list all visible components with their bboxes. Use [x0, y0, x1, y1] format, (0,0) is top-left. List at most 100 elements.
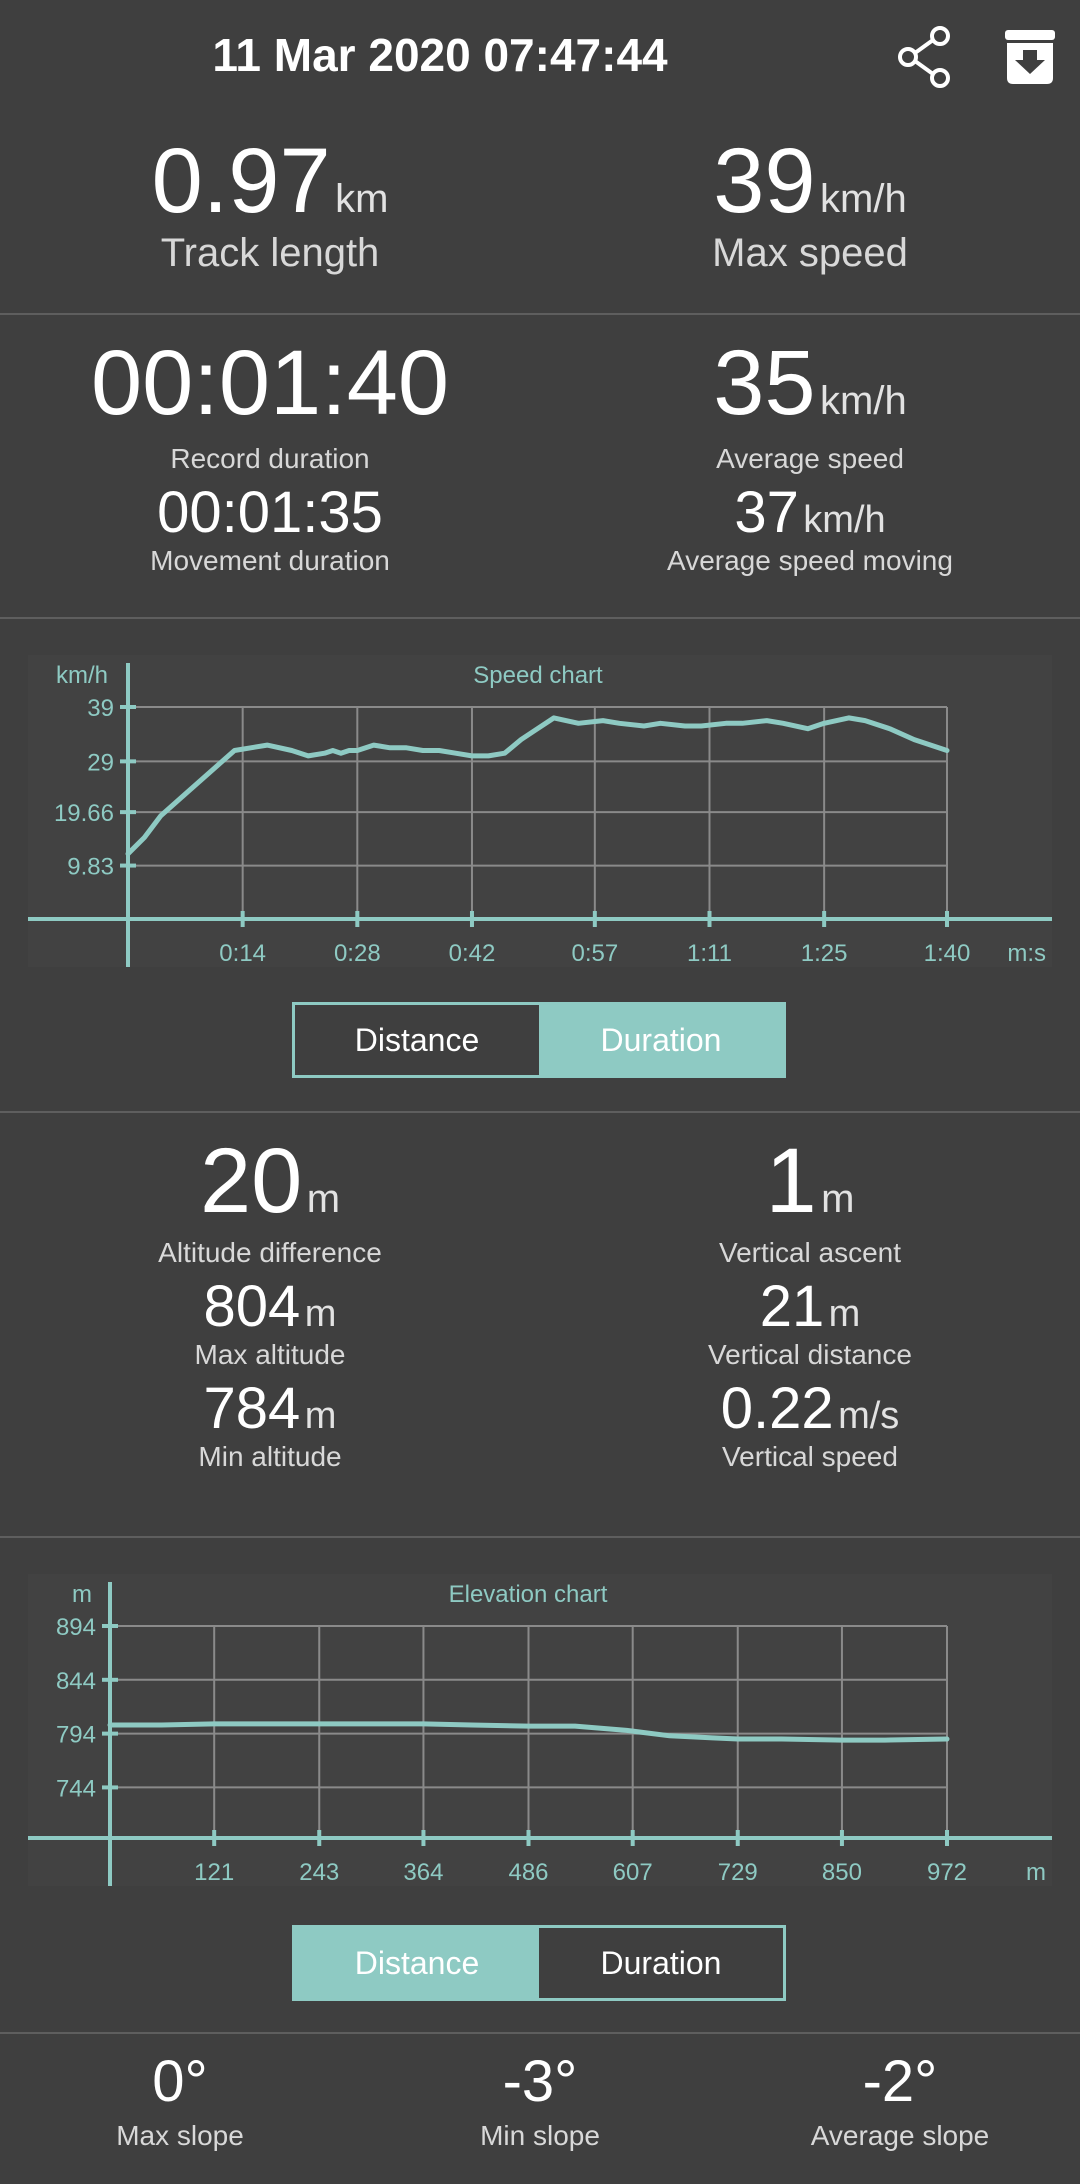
max-altitude-label: Max altitude: [194, 1339, 346, 1370]
elevation-chart-svg: 894 844 794 744 121 243 364 486 607 729 850 972 m m El…: [28, 1581, 1052, 1886]
divider: [0, 617, 1080, 619]
max-speed-stat: 39 km/h Max speed: [540, 131, 1080, 276]
share-icon[interactable]: [893, 22, 963, 92]
summary-section: 0.97 km Track length 39 km/h Max speed: [0, 115, 1080, 313]
record-duration-stat: 00:01:40 Record duration 00:01:35 Moveme…: [0, 333, 540, 577]
track-length-label: Track length: [160, 231, 380, 275]
series-line: [125, 715, 950, 857]
series-line: [107, 1721, 950, 1743]
elevation-toggle-duration-button[interactable]: Duration: [600, 1944, 722, 1981]
average-speed-value: 35: [713, 332, 816, 434]
divider: [0, 1536, 1080, 1538]
average-speed-stat: 35 km/h Average speed 37 km/h Average sp…: [540, 333, 1080, 577]
vertical-ascent-stat: 1 m Vertical ascent 21 m Vertical distan…: [540, 1131, 1080, 1473]
min-slope-label: Min slope: [480, 2120, 600, 2151]
min-altitude-value: 784: [203, 1376, 301, 1441]
track-datetime-title: 11 Mar 2020 07:47:44: [212, 29, 668, 81]
speed-toggle-distance-button[interactable]: Distance: [354, 1021, 480, 1058]
x-tick-label: 0:57: [571, 940, 618, 967]
vertical-speed-value: 0.22: [720, 1376, 834, 1441]
speed-chart-toggle: Distance Duration: [292, 1002, 786, 1078]
slope-section: 0° Max slope -3° Min slope -2° Average s…: [0, 2034, 1080, 2184]
y-tick-label: 39: [87, 695, 114, 722]
chart-title: Elevation chart: [449, 1581, 608, 1608]
x-tick-label: 850: [822, 1859, 862, 1886]
average-speed-moving-unit: km/h: [803, 499, 886, 541]
x-tick-label: 486: [508, 1859, 548, 1886]
vertical-speed-label: Vertical speed: [722, 1441, 898, 1472]
y-tick-label: 894: [56, 1614, 96, 1641]
vertical-distance-label: Vertical distance: [708, 1339, 912, 1370]
record-duration-label: Record duration: [170, 443, 370, 474]
y-tick-label: 744: [56, 1775, 96, 1802]
x-tick-label: 607: [613, 1859, 653, 1886]
average-speed-moving-label: Average speed moving: [667, 545, 953, 576]
header: 11 Mar 2020 07:47:44: [0, 0, 1080, 115]
average-speed-unit: km/h: [820, 379, 907, 423]
elevation-chart: 894 844 794 744 121 243 364 486 607 729 850 972 m m El…: [28, 1574, 1052, 1886]
altitude-section: 20 m Altitude difference 804 m Max altit…: [0, 1113, 1080, 1536]
x-tick-label: 243: [299, 1859, 339, 1886]
max-slope-stat: 0° Max slope: [0, 2050, 360, 2152]
speed-chart-section: 39 29 19.66 9.83 0:14 0:28 0:42 0:57 1:11 1:25 1:4…: [0, 619, 1080, 1111]
vertical-ascent-unit: m: [821, 1177, 855, 1221]
vertical-ascent-label: Vertical ascent: [718, 1237, 902, 1268]
divider: [0, 313, 1080, 315]
elevation-chart-section: 894 844 794 744 121 243 364 486 607 729 850 972 m m El…: [0, 1538, 1080, 2032]
y-tick-label: 29: [87, 749, 114, 776]
y-axis-unit-label: m: [72, 1581, 92, 1608]
timing-section: 00:01:40 Record duration 00:01:35 Moveme…: [0, 315, 1080, 617]
vertical-distance-unit: m: [828, 1293, 861, 1335]
max-speed-unit: km/h: [820, 177, 907, 221]
movement-duration-label: Movement duration: [150, 545, 390, 576]
track-length-value: 0.97: [151, 130, 331, 232]
speed-chart: 39 29 19.66 9.83 0:14 0:28 0:42 0:57 1:11 1:25 1:4…: [28, 655, 1052, 967]
max-speed-label: Max speed: [712, 231, 908, 275]
average-slope-stat: -2° Average slope: [720, 2050, 1080, 2152]
record-duration-value: 00:01:40: [90, 332, 450, 434]
x-tick-label: 1:25: [801, 940, 848, 967]
max-speed-value: 39: [713, 130, 816, 232]
y-tick-label: 19.66: [54, 800, 114, 827]
x-tick-label: 0:42: [449, 940, 496, 967]
speed-chart-svg: 39 29 19.66 9.83 0:14 0:28 0:42 0:57 1:11 1:25 1:4…: [28, 662, 1052, 967]
chart-title: Speed chart: [473, 662, 603, 689]
max-altitude-value: 804: [203, 1274, 301, 1339]
x-tick-label: 972: [927, 1859, 967, 1886]
max-slope-label: Max slope: [116, 2120, 244, 2151]
divider: [0, 2032, 1080, 2034]
y-tick-label: 844: [56, 1668, 96, 1695]
x-tick-label: 364: [403, 1859, 443, 1886]
x-tick-label: 729: [718, 1859, 758, 1886]
x-tick-label: 1:40: [924, 940, 971, 967]
x-tick-label: 0:28: [334, 940, 381, 967]
max-slope-value: 0°: [152, 2049, 208, 2114]
altitude-difference-stat: 20 m Altitude difference 804 m Max altit…: [0, 1131, 540, 1473]
archive-download-icon[interactable]: [995, 22, 1065, 92]
average-speed-label: Average speed: [716, 443, 904, 474]
altitude-difference-value: 20: [199, 1130, 303, 1232]
average-slope-label: Average slope: [810, 2120, 990, 2151]
divider: [0, 1111, 1080, 1113]
min-altitude-label: Min altitude: [198, 1441, 342, 1472]
y-tick-label: 9.83: [67, 854, 114, 881]
x-tick-label: 1:11: [687, 940, 732, 967]
track-length-stat: 0.97 km Track length: [0, 131, 540, 276]
altitude-difference-label: Altitude difference: [158, 1237, 382, 1268]
vertical-distance-value: 21: [759, 1274, 825, 1339]
min-slope-value: -3°: [502, 2049, 578, 2114]
elevation-chart-toggle: Distance Duration: [292, 1925, 786, 2001]
track-length-unit: km: [335, 177, 389, 221]
min-altitude-unit: m: [304, 1395, 337, 1437]
altitude-difference-unit: m: [306, 1177, 341, 1221]
movement-duration-value: 00:01:35: [157, 480, 383, 545]
x-tick-label: 0:14: [219, 940, 266, 967]
x-tick-label: 121: [194, 1859, 234, 1886]
x-axis-unit-label: m: [1026, 1859, 1046, 1886]
vertical-speed-unit: m/s: [838, 1395, 900, 1437]
elevation-toggle-distance-button[interactable]: Distance: [295, 1928, 539, 1998]
y-tick-label: 794: [56, 1722, 96, 1749]
average-slope-value: -2°: [862, 2049, 938, 2114]
speed-toggle-duration-button[interactable]: Duration: [539, 1005, 783, 1075]
y-axis-unit-label: km/h: [56, 662, 108, 689]
